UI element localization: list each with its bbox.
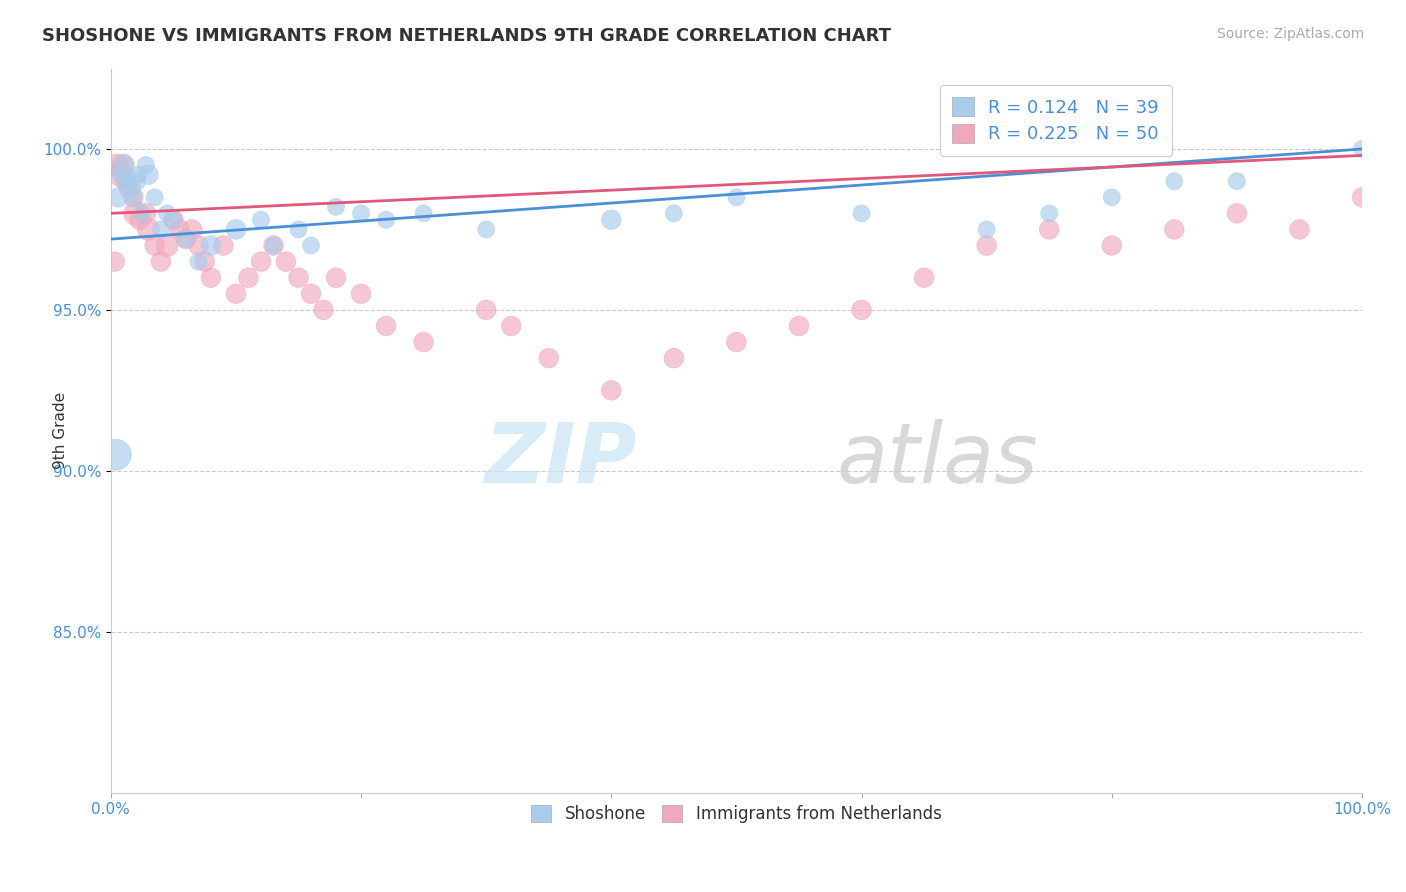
Point [138,222,160,236]
Point [225,286,247,301]
Point [125,206,148,220]
Point [1351,142,1374,156]
Point [112,158,135,172]
Point [135,206,157,220]
Point [350,286,373,301]
Point [250,254,273,268]
Text: SHOSHONE VS IMMIGRANTS FROM NETHERLANDS 9TH GRADE CORRELATION CHART: SHOSHONE VS IMMIGRANTS FROM NETHERLANDS … [42,27,891,45]
Point [325,270,347,285]
Point [122,190,145,204]
Point [1351,190,1374,204]
Point [263,238,285,252]
Point [115,174,138,188]
Point [299,238,322,252]
Point [118,180,141,194]
Point [1038,206,1060,220]
Point [194,254,217,268]
Point [250,212,273,227]
Point [600,212,623,227]
Point [350,206,373,220]
Point [187,238,209,252]
Point [131,206,153,220]
Point [725,334,748,349]
Point [537,351,560,366]
Point [287,222,309,236]
Point [200,270,222,285]
Point [174,232,197,246]
Point [287,270,309,285]
Point [187,254,209,268]
Point [1101,190,1123,204]
Point [143,190,166,204]
Point [725,190,748,204]
Point [125,174,148,188]
Point [200,238,222,252]
Point [662,206,685,220]
Point [375,212,398,227]
Legend: Shoshone, Immigrants from Netherlands: Shoshone, Immigrants from Netherlands [520,794,953,835]
Point [104,448,127,462]
Point [1226,174,1249,188]
Point [976,238,998,252]
Point [128,212,150,227]
Point [162,212,184,227]
Point [107,190,129,204]
Point [156,206,179,220]
Point [475,302,498,317]
Point [181,222,204,236]
Point [238,270,260,285]
Point [104,254,127,268]
Point [1288,222,1310,236]
Point [412,206,434,220]
Text: 9th Grade: 9th Grade [53,392,69,469]
Point [1226,206,1249,220]
Point [1163,174,1185,188]
Point [299,286,322,301]
Point [149,222,172,236]
Point [1163,222,1185,236]
Point [412,334,434,349]
Point [138,168,160,182]
Point [375,318,398,333]
Point [976,222,998,236]
Point [169,222,191,236]
Text: ZIP: ZIP [484,419,637,500]
Point [263,238,285,252]
Point [274,254,297,268]
Point [851,302,873,317]
Point [312,302,335,317]
Point [110,168,132,182]
Point [787,318,810,333]
Point [135,158,157,172]
Point [122,190,145,204]
Point [156,238,179,252]
Point [149,254,172,268]
Point [115,174,138,188]
Text: atlas: atlas [837,419,1038,500]
Point [105,158,128,172]
Point [325,200,347,214]
Point [662,351,685,366]
Point [475,222,498,236]
Point [912,270,935,285]
Point [212,238,235,252]
Point [1101,238,1123,252]
Point [501,318,523,333]
Point [110,168,132,182]
Point [118,180,141,194]
Point [162,212,184,227]
Point [851,206,873,220]
Point [112,158,135,172]
Text: Source: ZipAtlas.com: Source: ZipAtlas.com [1216,27,1364,41]
Point [143,238,166,252]
Point [600,384,623,398]
Point [225,222,247,236]
Point [1038,222,1060,236]
Point [174,232,197,246]
Point [127,168,149,182]
